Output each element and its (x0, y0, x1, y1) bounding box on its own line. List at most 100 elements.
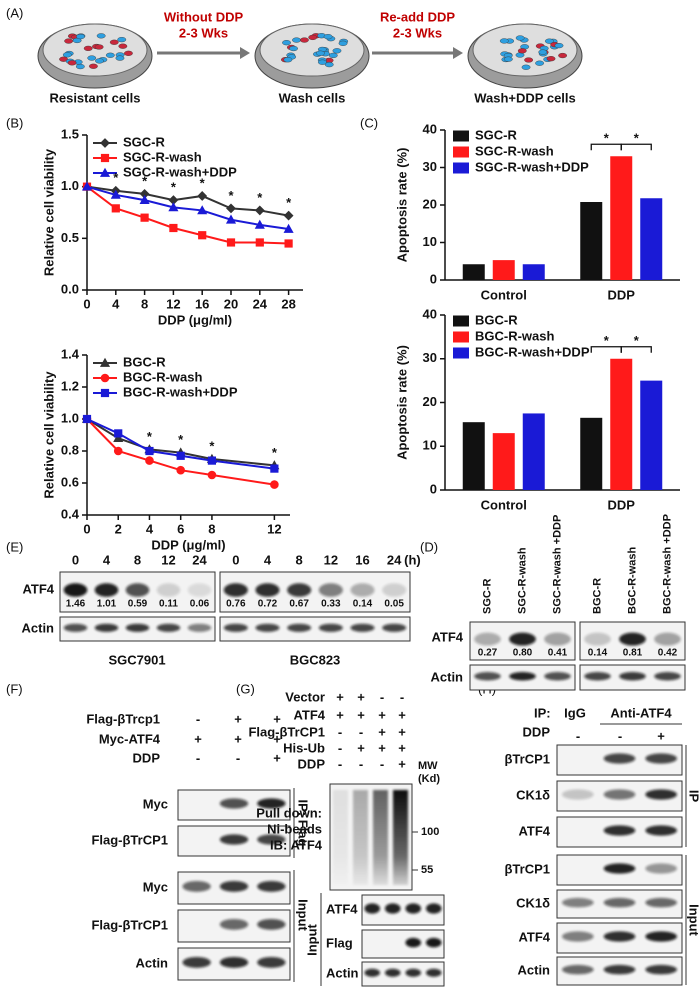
x-tick-label: 6 (177, 521, 184, 536)
ip-group: Anti-ATF4 (610, 705, 672, 720)
significance: * (604, 333, 610, 348)
blot-band (474, 672, 501, 681)
blot-smear (333, 790, 348, 885)
cell (117, 37, 127, 43)
band-ratio: 1.46 (66, 599, 86, 610)
cell (521, 64, 531, 70)
blot-band (562, 931, 594, 942)
blot-band (318, 583, 343, 597)
blot-band (603, 897, 636, 908)
blot-band (645, 789, 678, 800)
cell (67, 60, 77, 66)
y-tick-label: 10 (423, 234, 437, 249)
cell (124, 50, 133, 56)
row-label: Flag-βTrCP1 (91, 832, 168, 847)
row-label: Flag-βTrCP1 (91, 917, 168, 932)
arrow-label: Re-add DDP (380, 9, 455, 24)
band-ratio: 0.05 (384, 599, 404, 610)
series-line (86, 418, 275, 486)
step-label: Wash cells (279, 90, 346, 105)
ip-label: IP: (534, 705, 551, 720)
y-tick-label: 20 (423, 394, 437, 409)
condition-label: Vector (285, 689, 325, 704)
condition-sign: + (234, 731, 242, 746)
cell (118, 43, 128, 49)
condition-sign: + (657, 728, 665, 743)
legend-swatch (453, 315, 469, 327)
cell (554, 42, 564, 49)
legend-label: BGC-R-wash (123, 369, 203, 384)
legend-label: BGC-R (123, 354, 166, 369)
blot-band (94, 623, 119, 632)
blot-band (63, 583, 88, 597)
significance: * (200, 175, 206, 190)
blot-band (425, 903, 442, 914)
cell (517, 48, 527, 54)
cell (64, 38, 74, 44)
cell-line: BGC823 (290, 652, 341, 667)
bracket (620, 346, 652, 353)
legend-label: BGC-R-wash (475, 328, 555, 343)
blot-band (603, 931, 636, 942)
marker (111, 204, 120, 213)
condition-label: Flag-βTrCP1 (248, 724, 325, 739)
blot-band (645, 825, 678, 836)
lane-label: BGC-R-wash +DDP (661, 514, 673, 614)
marker (81, 181, 93, 191)
pulldown-label: Pull down: (256, 805, 322, 820)
time-label: 0 (232, 552, 239, 567)
marker (198, 231, 207, 240)
series-line (86, 418, 275, 470)
condition-sign: - (196, 750, 200, 765)
x-tick-label: 20 (224, 296, 238, 311)
cell (95, 58, 104, 64)
mw-unit: (Kd) (418, 773, 440, 785)
significance: * (257, 190, 263, 205)
condition-sign: + (194, 731, 202, 746)
legend-marker (100, 138, 110, 148)
y-tick-label: 1.5 (61, 126, 79, 141)
marker (176, 451, 185, 460)
blot-band (562, 964, 594, 975)
cell (96, 33, 106, 39)
time-unit: (h) (404, 552, 421, 567)
blot-band (350, 623, 375, 632)
blot-band (474, 632, 501, 646)
row-label: ATF4 (431, 629, 463, 644)
cell (324, 61, 334, 68)
marker (254, 219, 265, 229)
x-tick-label: DDP (608, 497, 636, 512)
blot-band (287, 623, 312, 632)
condition-sign: + (234, 711, 242, 726)
band-ratio: 0.41 (548, 648, 568, 659)
series-line (86, 185, 289, 217)
legend-label: BGC-R-wash+DDP (123, 384, 238, 399)
condition-sign: - (576, 728, 580, 743)
panel-label: (F) (6, 681, 23, 696)
cell (328, 52, 338, 59)
band-ratio: 1.01 (97, 599, 117, 610)
blot-band (255, 623, 280, 632)
blot-band (63, 623, 88, 632)
cell (87, 55, 97, 61)
panel-label: (E) (6, 539, 23, 554)
pulldown-label: Ni-beads (267, 821, 322, 836)
y-axis-label: Relative cell viability (41, 371, 56, 499)
cell (524, 57, 534, 63)
legend-marker (99, 357, 111, 367)
blot-band (405, 968, 422, 977)
lane-label: BGC-R-wash (626, 546, 638, 614)
row-label: Myc (143, 796, 168, 811)
blot-band (257, 834, 286, 845)
condition-sign: + (378, 724, 386, 739)
blot-band (384, 968, 401, 977)
cell (62, 52, 72, 58)
row-label: βTrCP1 (504, 861, 550, 876)
condition-sign: + (378, 740, 386, 755)
significance: * (142, 173, 148, 188)
blot-band (182, 956, 211, 968)
condition-label: Flag-βTrcp1 (86, 711, 160, 726)
blot-band (223, 583, 248, 597)
cell (115, 55, 125, 61)
cell (317, 59, 327, 65)
